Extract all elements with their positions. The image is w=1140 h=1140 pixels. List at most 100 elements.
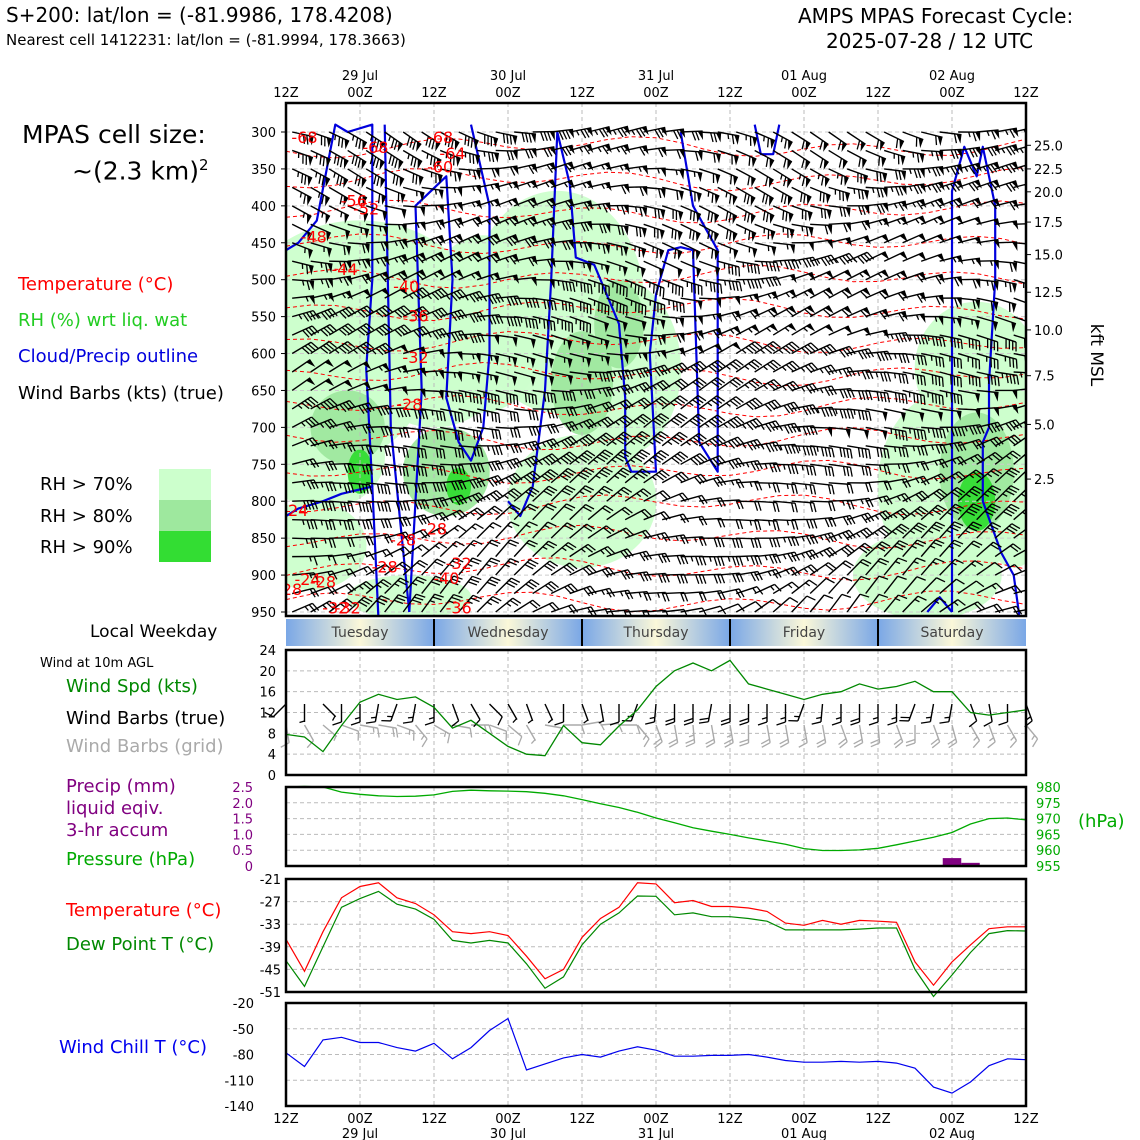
upper-wind-barb-staff: [402, 287, 423, 299]
upper-wind-barb-tick: [435, 330, 443, 339]
upper-wind-barb-flag: [734, 296, 741, 306]
upper-wind-barb-tick: [841, 548, 850, 556]
upper-wind-barb: [643, 205, 666, 220]
upper-wind-barb-staff: [532, 297, 555, 302]
upper-wind-barb: [440, 186, 463, 197]
upper-wind-barb-half: [594, 372, 598, 378]
upper-wind-barb-staff: [791, 342, 812, 355]
upper-wind-barb-tick: [587, 389, 593, 400]
upper-wind-barb-tick: [895, 528, 905, 535]
upper-wind-barb-tick: [384, 323, 393, 331]
upper-wind-barb-tick: [802, 426, 808, 436]
upper-wind-barb-flag: [956, 255, 964, 265]
upper-wind-barb: [662, 534, 689, 545]
upper-wind-barb-tick: [457, 412, 461, 422]
upper-wind-barb-tick: [343, 520, 348, 530]
upper-wind-barb: [698, 359, 726, 373]
upper-wind-barb-half: [891, 530, 897, 535]
upper-wind-barb-tick: [553, 301, 557, 311]
upper-wind-barb-tick: [783, 158, 787, 168]
upper-wind-barb-tick: [697, 394, 707, 402]
upper-wind-barb-tick: [673, 436, 683, 443]
upper-wind-barb-staff: [754, 518, 777, 522]
upper-wind-barb: [920, 488, 948, 502]
upper-wind-barb-tick: [376, 483, 381, 494]
upper-wind-barb: [606, 527, 634, 539]
upper-wind-barb-tick: [543, 319, 546, 329]
upper-wind-barb: [310, 323, 338, 337]
upper-wind-barb-staff: [347, 482, 370, 486]
upper-wind-barb-staff: [680, 360, 701, 373]
upper-wind-barb: [550, 334, 573, 351]
upper-wind-barb-tick: [622, 304, 625, 315]
upper-wind-barb-tick: [920, 375, 923, 386]
upper-wind-barb-tick: [639, 415, 649, 423]
upper-wind-barb-flag: [383, 241, 389, 251]
upper-wind-barb-tick: [617, 472, 627, 478]
upper-wind-barb-half: [819, 388, 824, 394]
upper-wind-barb-flag: [455, 156, 461, 167]
upper-wind-barb-tick: [507, 541, 517, 547]
upper-wind-barb-tick: [643, 397, 652, 405]
upper-wind-barb-flag: [344, 213, 349, 224]
upper-wind-barb-tick: [824, 407, 830, 417]
upper-wind-barb-tick: [827, 466, 831, 477]
upper-wind-barb-half: [878, 220, 883, 226]
upper-wind-barb-tick: [766, 363, 776, 371]
upper-wind-barb-staff: [366, 533, 388, 539]
upper-wind-barb: [920, 131, 943, 147]
upper-wind-barb-half: [467, 256, 473, 262]
upper-wind-barb-staff: [773, 259, 796, 262]
upper-wind-barb-tick: [548, 455, 557, 463]
upper-wind-barb: [513, 470, 541, 484]
upper-wind-barb-flag: [788, 140, 793, 151]
upper-wind-barb-tick: [679, 302, 682, 313]
upper-wind-barb-tick: [543, 392, 547, 402]
upper-wind-barb-tick: [914, 510, 923, 517]
upper-wind-barb-tick: [529, 503, 539, 509]
upper-wind-barb-half: [768, 520, 771, 526]
upper-wind-barb-half: [1027, 204, 1029, 209]
upper-wind-barb-tick: [559, 474, 569, 481]
upper-wind-barb: [513, 371, 536, 387]
upper-wind-barb-half: [503, 494, 509, 499]
upper-wind-barb-tick: [617, 225, 621, 235]
upper-wind-barb: [495, 521, 520, 539]
upper-wind-barb-half: [601, 164, 605, 170]
upper-wind-barb-staff: [995, 371, 1018, 376]
upper-wind-barb-staff: [421, 307, 443, 318]
upper-wind-barb-flag: [567, 375, 573, 386]
upper-wind-barb-tick: [783, 424, 790, 434]
rh-90-swatch: [159, 531, 211, 562]
upper-wind-barb: [292, 278, 315, 291]
upper-wind-barb-tick: [820, 176, 824, 186]
upper-wind-barb-tick: [728, 460, 735, 470]
upper-wind-barb-flag: [363, 212, 368, 223]
upper-wind-barb-half: [749, 481, 753, 488]
upper-wind-barb-flag: [806, 323, 816, 332]
upper-wind-barb-staff: [606, 125, 629, 133]
upper-wind-barb-flag: [733, 175, 738, 186]
upper-wind-barb-half: [630, 282, 633, 288]
upper-wind-barb-half: [453, 187, 457, 193]
upper-wind-barb-half: [838, 369, 843, 375]
upper-wind-barb-tick: [916, 201, 924, 210]
upper-wind-barb-half: [490, 355, 493, 361]
upper-wind-barb-tick: [304, 345, 313, 353]
upper-wind-barb: [532, 540, 558, 558]
upper-wind-barb-half: [931, 150, 934, 157]
upper-wind-barb: [680, 377, 707, 392]
upper-wind-barb: [569, 352, 592, 368]
upper-wind-barb-staff: [587, 566, 610, 576]
upper-wind-barb-half: [412, 465, 416, 471]
upper-wind-barb-tick: [942, 357, 945, 368]
upper-wind-barb-tick: [732, 556, 737, 566]
upper-wind-barb-tick: [757, 555, 763, 565]
upper-wind-barb-tick: [769, 463, 774, 473]
upper-wind-barb-half: [819, 551, 824, 557]
upper-wind-barb-tick: [711, 418, 720, 426]
upper-wind-barb-flag: [788, 212, 794, 223]
upper-wind-barb-half: [470, 511, 475, 517]
upper-wind-barb-flag: [1030, 127, 1037, 136]
upper-wind-barb-tick: [304, 175, 307, 185]
